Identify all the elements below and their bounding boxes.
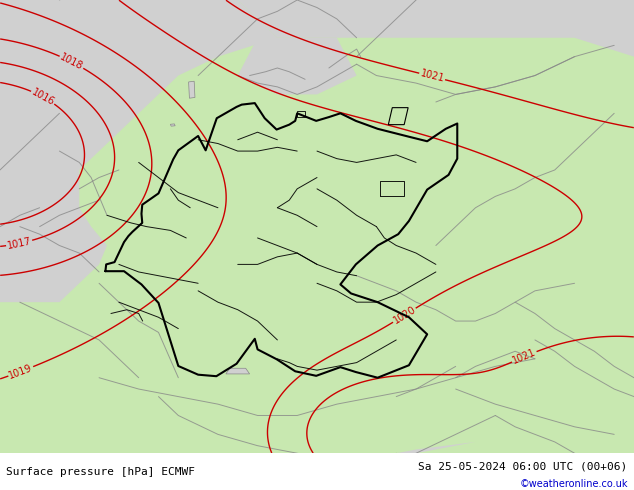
- Text: 1021: 1021: [511, 347, 538, 366]
- Polygon shape: [171, 124, 175, 126]
- Text: 1021: 1021: [419, 69, 445, 84]
- Polygon shape: [238, 0, 634, 57]
- Polygon shape: [297, 111, 305, 117]
- Polygon shape: [238, 38, 356, 95]
- Polygon shape: [226, 368, 250, 374]
- Text: ©weatheronline.co.uk: ©weatheronline.co.uk: [519, 480, 628, 490]
- Text: Sa 25-05-2024 06:00 UTC (00+06): Sa 25-05-2024 06:00 UTC (00+06): [418, 461, 628, 471]
- Text: 1020: 1020: [391, 304, 417, 326]
- Text: Surface pressure [hPa] ECMWF: Surface pressure [hPa] ECMWF: [6, 466, 195, 477]
- Polygon shape: [0, 0, 278, 302]
- Polygon shape: [189, 81, 195, 98]
- Text: 1017: 1017: [6, 236, 32, 251]
- Text: 1016: 1016: [30, 87, 56, 107]
- Polygon shape: [377, 442, 476, 453]
- Text: 1018: 1018: [58, 52, 85, 72]
- Polygon shape: [388, 108, 408, 124]
- Text: 1019: 1019: [8, 363, 34, 380]
